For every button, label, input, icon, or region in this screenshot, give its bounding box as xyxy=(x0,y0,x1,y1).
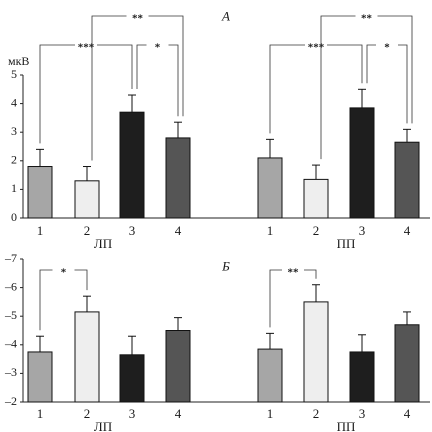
y-tick-label: –6 xyxy=(4,279,17,293)
y-tick-label: –5 xyxy=(4,308,17,322)
y-tick-label: –3 xyxy=(4,365,17,379)
category-label: 4 xyxy=(175,406,182,421)
bar-ЛП-3 xyxy=(119,354,145,403)
significance-bracket xyxy=(136,44,179,117)
significance-bracket xyxy=(269,44,363,134)
y-axis-unit-label: мкВ xyxy=(8,54,29,68)
category-label: 3 xyxy=(129,406,136,421)
y-tick-label: 3 xyxy=(11,124,17,138)
category-label: 2 xyxy=(313,406,320,421)
y-tick-label: –2 xyxy=(4,394,17,408)
category-label: 1 xyxy=(267,406,274,421)
panel-label: Б xyxy=(221,259,230,274)
bar-ЛП-4 xyxy=(165,137,191,219)
bar-ПП-1 xyxy=(257,157,283,219)
bar-ЛП-3 xyxy=(119,111,145,219)
y-tick-label: 0 xyxy=(11,210,17,224)
category-label: 4 xyxy=(404,223,411,238)
significance-label-bg xyxy=(376,40,398,50)
category-label: 3 xyxy=(359,223,366,238)
significance-label: *** xyxy=(78,42,95,54)
bar-ПП-3 xyxy=(349,351,375,403)
group-label: ЛП xyxy=(94,236,112,251)
significance-label-bg xyxy=(355,11,378,21)
significance-bracket xyxy=(39,44,133,144)
significance-label-bg xyxy=(146,40,169,50)
group-label: ЛП xyxy=(94,419,112,432)
category-label: 1 xyxy=(37,406,44,421)
category-label: 4 xyxy=(404,406,411,421)
category-label: 2 xyxy=(313,223,320,238)
significance-label-bg xyxy=(305,40,327,50)
y-tick-label: 5 xyxy=(11,67,17,81)
category-label: 2 xyxy=(84,406,91,421)
bar-ЛП-4 xyxy=(165,330,191,403)
significance-label: * xyxy=(61,267,67,279)
category-label: 3 xyxy=(129,223,136,238)
category-label: 2 xyxy=(84,223,91,238)
bar-ПП-2 xyxy=(303,178,329,219)
y-tick-label: 2 xyxy=(11,153,17,167)
y-tick-label: –7 xyxy=(4,251,17,265)
significance-label-bg xyxy=(282,265,304,275)
significance-label-bg xyxy=(126,11,149,21)
bar-ПП-2 xyxy=(303,301,329,403)
bar-ПП-3 xyxy=(349,107,375,219)
bar-ПП-4 xyxy=(394,324,420,403)
significance-label-bg xyxy=(75,40,97,50)
significance-label: ** xyxy=(132,13,144,25)
bar-ЛП-1 xyxy=(27,166,53,219)
bar-ЛП-1 xyxy=(27,351,53,403)
bar-ЛП-2 xyxy=(74,311,100,403)
significance-label: * xyxy=(384,42,390,54)
significance-label: ** xyxy=(361,13,373,25)
bar-ПП-4 xyxy=(394,141,420,219)
panel-label: А xyxy=(221,9,230,24)
y-tick-label: 1 xyxy=(11,181,17,195)
significance-label: ** xyxy=(288,267,300,279)
significance-label: *** xyxy=(308,42,325,54)
group-label: ПП xyxy=(337,419,356,432)
y-tick-label: –4 xyxy=(4,337,17,351)
category-label: 3 xyxy=(359,406,366,421)
category-label: 1 xyxy=(267,223,274,238)
bar-ПП-1 xyxy=(257,348,283,403)
significance-label: * xyxy=(155,42,161,54)
group-label: ПП xyxy=(337,236,356,251)
bar-ЛП-2 xyxy=(74,180,100,219)
category-label: 1 xyxy=(37,223,44,238)
category-label: 4 xyxy=(175,223,182,238)
significance-label-bg xyxy=(52,265,75,275)
y-tick-label: 4 xyxy=(11,95,17,109)
